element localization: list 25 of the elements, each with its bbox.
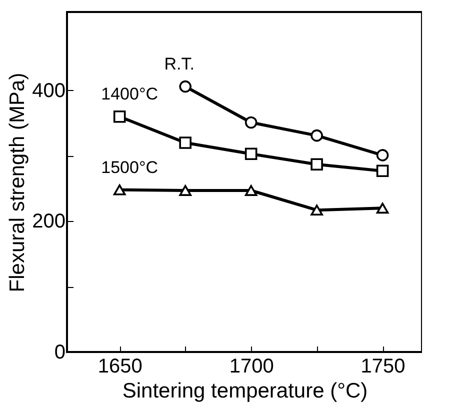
y-tick-label: 200 — [32, 210, 66, 233]
point — [179, 185, 192, 196]
series-label: R.T. — [164, 54, 194, 74]
point — [376, 149, 389, 162]
series-label: 1500°C — [101, 158, 158, 177]
point — [244, 116, 258, 129]
point — [113, 110, 126, 123]
point — [310, 129, 323, 142]
point — [310, 158, 323, 170]
point — [376, 164, 389, 178]
point — [244, 148, 258, 160]
x-axis-title: Sintering temperature (°C) — [122, 380, 368, 402]
point — [179, 80, 192, 93]
y-axis-title: Flexural strength (MPa) — [6, 72, 30, 292]
y-tick-label: 400 — [32, 80, 66, 102]
point — [310, 204, 323, 216]
point — [113, 184, 126, 196]
series-label: 1400°C — [101, 84, 158, 104]
x-tick-label: 1750 — [360, 356, 406, 378]
point — [376, 202, 389, 214]
y-tick-label: 0 — [54, 342, 66, 364]
point — [179, 136, 192, 149]
x-tick-label: 1650 — [98, 356, 142, 378]
point — [244, 185, 258, 196]
x-tick-label: 1700 — [229, 356, 274, 378]
